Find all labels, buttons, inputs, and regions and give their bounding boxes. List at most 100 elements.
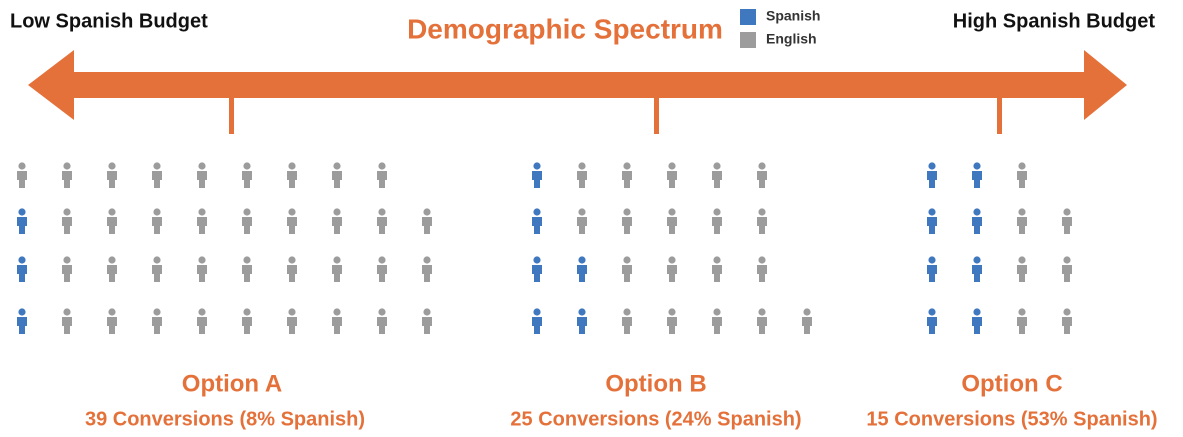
person-head [973,208,981,216]
person-head [533,208,541,216]
person-body [532,171,542,188]
person-body [197,265,207,282]
person-body [242,265,252,282]
person-body [107,171,117,188]
person-head [18,256,26,264]
person-body [332,171,342,188]
person-head [333,256,341,264]
legend-swatch [740,32,756,48]
person-body [972,265,982,282]
person-head [63,162,71,170]
person-head [713,162,721,170]
person-head [758,256,766,264]
person-body [17,171,27,188]
person-body [107,265,117,282]
person-head [153,308,161,316]
option-name: Option C [961,370,1062,397]
person-body [972,317,982,334]
person-head [578,256,586,264]
person-head [18,308,26,316]
person-head [378,162,386,170]
person-body [62,265,72,282]
person-head [18,162,26,170]
person-head [713,308,721,316]
person-head [668,256,676,264]
person-body [927,265,937,282]
person-body [1017,265,1027,282]
person-head [1018,308,1026,316]
person-head [928,256,936,264]
person-body [1062,317,1072,334]
person-body [377,317,387,334]
person-head [713,208,721,216]
person-head [63,308,71,316]
person-head [533,308,541,316]
person-head [623,162,631,170]
option-summary: 39 Conversions (8% Spanish) [85,408,365,430]
person-body [287,217,297,234]
person-head [1063,256,1071,264]
person-body [17,217,27,234]
legend-label: English [766,31,817,47]
person-head [243,256,251,264]
person-body [757,317,767,334]
person-body [107,217,117,234]
person-body [712,217,722,234]
person-head [108,256,116,264]
person-head [198,256,206,264]
person-body [197,171,207,188]
person-head [668,162,676,170]
person-head [288,256,296,264]
person-body [1017,317,1027,334]
person-body [622,171,632,188]
person-head [333,308,341,316]
person-body [242,217,252,234]
person-body [532,217,542,234]
person-body [927,317,937,334]
person-body [62,317,72,334]
option-name: Option A [182,370,282,397]
person-body [422,217,432,234]
person-head [63,208,71,216]
person-head [423,256,431,264]
right-label: High Spanish Budget [953,10,1156,32]
person-body [667,317,677,334]
person-body [422,317,432,334]
person-body [287,265,297,282]
person-head [333,162,341,170]
title: Demographic Spectrum [407,13,723,44]
person-body [287,317,297,334]
person-body [622,217,632,234]
person-head [928,162,936,170]
person-body [287,171,297,188]
person-body [107,317,117,334]
person-head [533,162,541,170]
person-body [377,171,387,188]
person-body [1017,217,1027,234]
person-body [242,317,252,334]
person-body [377,265,387,282]
person-body [242,171,252,188]
person-head [108,162,116,170]
person-body [332,217,342,234]
person-body [17,317,27,334]
option-summary: 15 Conversions (53% Spanish) [866,408,1157,430]
person-body [1062,265,1072,282]
person-body [757,171,767,188]
person-head [288,208,296,216]
person-head [198,308,206,316]
person-head [198,162,206,170]
person-head [973,162,981,170]
person-head [578,162,586,170]
person-body [377,217,387,234]
person-head [1018,208,1026,216]
person-body [152,317,162,334]
person-head [153,208,161,216]
person-body [667,265,677,282]
person-head [18,208,26,216]
person-body [577,265,587,282]
spectrum-arrow [28,50,1127,134]
person-head [243,308,251,316]
person-head [578,208,586,216]
